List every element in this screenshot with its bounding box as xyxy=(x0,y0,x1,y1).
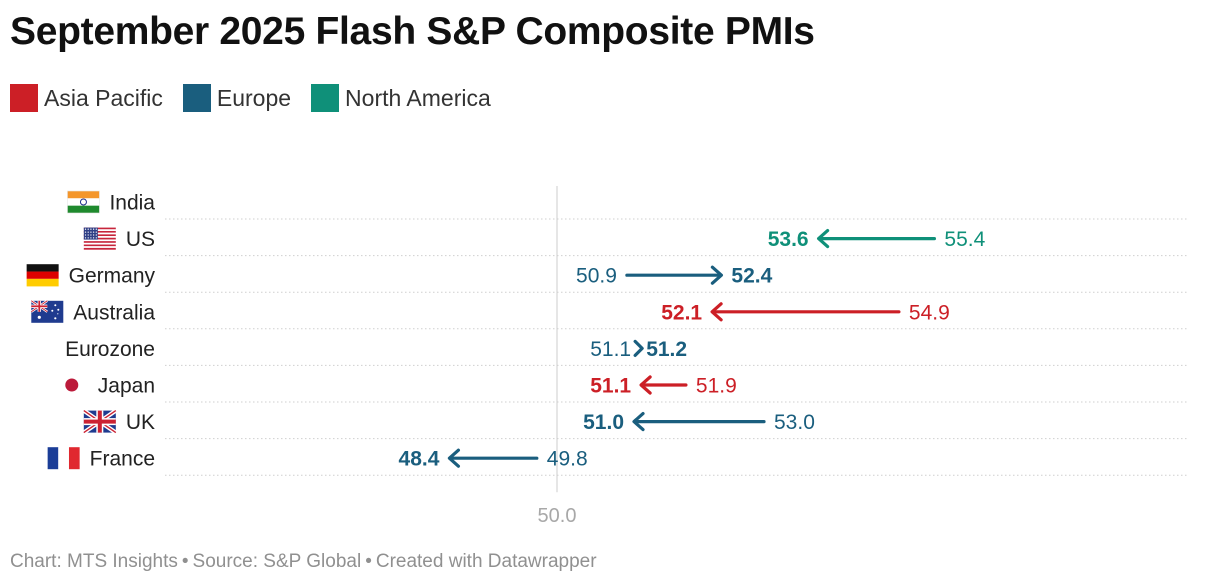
aug-value-us: 55.4 xyxy=(944,228,985,251)
arrow-head-uk xyxy=(632,412,645,432)
row-label-france: France xyxy=(90,448,155,471)
sep-value-us: 53.6 xyxy=(768,228,809,251)
legend-swatch-north-america xyxy=(311,84,340,112)
sep-value-japan: 51.1 xyxy=(590,375,631,398)
footer-created-with: Created with Datawrapper xyxy=(375,551,597,572)
aug-value-france: 49.8 xyxy=(547,448,588,471)
row-label-australia: Australia xyxy=(73,301,155,324)
row-label-germany: Germany xyxy=(69,265,156,288)
row-label-india: India xyxy=(109,192,155,215)
sep-value-australia: 52.1 xyxy=(661,301,702,324)
legend-label-europe: Europe xyxy=(216,84,292,111)
footer-chart-credit: Chart: MTS Insights xyxy=(10,551,178,572)
footer-separator: • xyxy=(181,551,189,572)
legend-item-asia-pacific: Asia Pacific xyxy=(10,84,163,112)
aug-value-australia: 54.9 xyxy=(909,301,950,324)
row-label-uk: UK xyxy=(126,411,155,434)
footer: Chart: MTS Insights • Source: S&P Global • C… xyxy=(10,551,597,573)
sep-value-eurozone: 51.2 xyxy=(646,338,687,361)
japan-flag-icon xyxy=(65,378,79,392)
row-label-eurozone: Eurozone xyxy=(65,338,155,361)
us-flag-icon xyxy=(83,227,116,250)
sep-value-germany: 52.4 xyxy=(731,265,772,288)
legend-item-europe: Europe xyxy=(182,84,292,112)
footer-source: Source: S&P Global xyxy=(192,551,362,572)
row-label-japan: Japan xyxy=(98,375,155,398)
sep-value-france: 48.4 xyxy=(399,448,440,471)
arrow-head-germany xyxy=(710,265,724,285)
arrow-head-eurozone xyxy=(633,339,644,357)
germany-flag-icon xyxy=(26,264,59,287)
reference-line-label: 50.0 xyxy=(538,505,577,527)
sep-value-uk: 51.0 xyxy=(583,411,624,434)
aug-value-japan: 51.9 xyxy=(696,375,737,398)
aug-value-uk: 53.0 xyxy=(774,411,815,434)
legend-swatch-asia-pacific xyxy=(10,84,38,112)
legend-swatch-europe xyxy=(182,84,211,112)
aug-value-eurozone: 51.1 xyxy=(590,338,631,361)
arrow-head-us xyxy=(816,229,830,249)
chart-title: September 2025 Flash S&P Composite PMIs xyxy=(10,10,815,53)
australia-flag-icon xyxy=(30,299,64,323)
footer-separator: • xyxy=(365,551,372,572)
arrow-chart: 50.0SepAugIndia61.965.2US53.655.4Germany… xyxy=(26,186,1188,527)
legend-label-north-america: North America xyxy=(345,84,491,111)
legend-item-north-america: North America xyxy=(311,84,491,112)
arrow-head-france xyxy=(447,448,460,468)
uk-flag-icon xyxy=(82,408,118,435)
france-flag-icon xyxy=(47,447,80,470)
row-label-us: US xyxy=(126,228,155,251)
aug-value-germany: 50.9 xyxy=(576,265,617,288)
india-flag-icon xyxy=(67,190,100,214)
legend: Asia Pacific Europe North America xyxy=(10,84,511,112)
arrow-head-japan xyxy=(639,375,652,395)
legend-label-asia-pacific: Asia Pacific xyxy=(44,84,163,111)
arrow-head-australia xyxy=(710,302,723,322)
